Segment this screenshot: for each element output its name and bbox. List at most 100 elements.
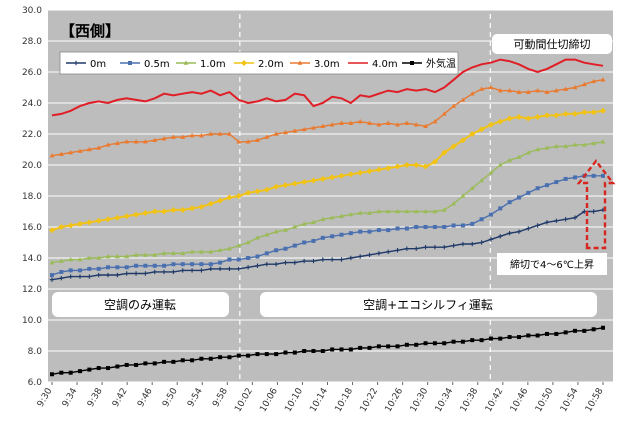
data-point bbox=[142, 210, 149, 217]
data-point bbox=[227, 355, 232, 360]
data-point bbox=[199, 268, 204, 273]
data-point bbox=[161, 250, 167, 256]
data-point bbox=[347, 171, 354, 178]
legend-item: 4.0m bbox=[348, 59, 398, 70]
data-point bbox=[311, 125, 316, 130]
data-point bbox=[404, 342, 409, 347]
legend-label: 2.0m bbox=[258, 59, 284, 70]
data-point bbox=[543, 112, 550, 119]
data-point bbox=[96, 145, 102, 150]
y-tick-label: 10.0 bbox=[22, 316, 42, 326]
data-point bbox=[311, 258, 316, 264]
data-point bbox=[179, 206, 186, 213]
legend-item: 0m bbox=[66, 59, 106, 70]
data-point bbox=[58, 151, 64, 156]
data-point bbox=[59, 275, 64, 281]
data-point bbox=[525, 150, 531, 155]
data-point bbox=[591, 140, 597, 146]
data-point bbox=[283, 246, 288, 251]
data-point bbox=[311, 219, 316, 225]
legend-label: 0.5m bbox=[144, 59, 170, 70]
data-point bbox=[516, 335, 521, 340]
data-point bbox=[180, 250, 186, 256]
data-point bbox=[535, 333, 540, 338]
data-point bbox=[451, 223, 456, 228]
y-tick-label: 28.0 bbox=[22, 37, 42, 47]
data-point bbox=[161, 136, 167, 141]
data-point bbox=[470, 221, 475, 226]
legend-label: 3.0m bbox=[314, 59, 340, 70]
data-point bbox=[245, 239, 251, 245]
data-point bbox=[263, 186, 270, 193]
data-point bbox=[386, 344, 391, 349]
data-point bbox=[376, 251, 382, 256]
y-tick-label: 24.0 bbox=[22, 99, 42, 109]
data-point bbox=[86, 255, 92, 260]
data-point bbox=[563, 176, 568, 181]
data-point bbox=[49, 277, 55, 282]
series-6 bbox=[50, 325, 605, 377]
data-point bbox=[218, 260, 223, 265]
data-point bbox=[171, 250, 176, 256]
legend-item: 2.0m bbox=[234, 59, 284, 70]
data-point bbox=[563, 330, 568, 335]
data-point bbox=[68, 370, 73, 375]
data-point bbox=[198, 203, 205, 210]
y-tick-label: 26.0 bbox=[22, 68, 42, 78]
data-point bbox=[105, 272, 111, 278]
data-point bbox=[554, 331, 559, 336]
data-point bbox=[386, 249, 391, 254]
legend-item: 1.0m bbox=[176, 59, 226, 70]
data-point bbox=[478, 126, 485, 133]
legend-item: 外気温 bbox=[402, 57, 456, 70]
data-point bbox=[170, 206, 177, 213]
data-point bbox=[115, 364, 120, 369]
data-point bbox=[86, 146, 92, 152]
data-point bbox=[488, 336, 493, 341]
data-point bbox=[526, 226, 531, 231]
data-point bbox=[498, 234, 503, 239]
data-point bbox=[498, 336, 503, 341]
data-point bbox=[544, 220, 550, 225]
data-point bbox=[534, 113, 541, 120]
data-point bbox=[553, 88, 559, 93]
y-tick-label: 20.0 bbox=[22, 161, 42, 171]
legend-label: 1.0m bbox=[200, 59, 226, 70]
data-point bbox=[227, 131, 232, 136]
data-point bbox=[535, 146, 541, 152]
data-point bbox=[563, 143, 569, 149]
data-point bbox=[161, 269, 167, 275]
data-point bbox=[386, 228, 391, 233]
data-point bbox=[320, 257, 326, 262]
data-point bbox=[320, 216, 326, 222]
y-tick-label: 6.0 bbox=[28, 378, 43, 388]
data-point bbox=[180, 262, 185, 267]
data-point bbox=[171, 359, 176, 364]
legend-label: 外気温 bbox=[426, 57, 456, 70]
data-point bbox=[218, 355, 223, 360]
data-point bbox=[208, 249, 214, 254]
data-point bbox=[133, 271, 139, 276]
data-point bbox=[171, 262, 176, 267]
series-line bbox=[51, 141, 604, 264]
data-point bbox=[320, 349, 325, 353]
data-point bbox=[488, 212, 493, 217]
data-point bbox=[264, 232, 270, 237]
data-point bbox=[96, 272, 101, 278]
data-point bbox=[376, 208, 382, 214]
data-point bbox=[479, 217, 484, 222]
data-point bbox=[189, 132, 195, 138]
data-point bbox=[601, 173, 605, 178]
data-point bbox=[572, 215, 578, 220]
data-point bbox=[329, 122, 335, 127]
data-point bbox=[190, 358, 195, 363]
data-point bbox=[395, 122, 400, 127]
data-point bbox=[236, 353, 241, 358]
data-point bbox=[506, 115, 513, 122]
data-point bbox=[357, 254, 363, 259]
data-point bbox=[142, 139, 148, 144]
data-point bbox=[348, 255, 354, 261]
data-point bbox=[367, 345, 372, 350]
data-point bbox=[320, 235, 325, 240]
